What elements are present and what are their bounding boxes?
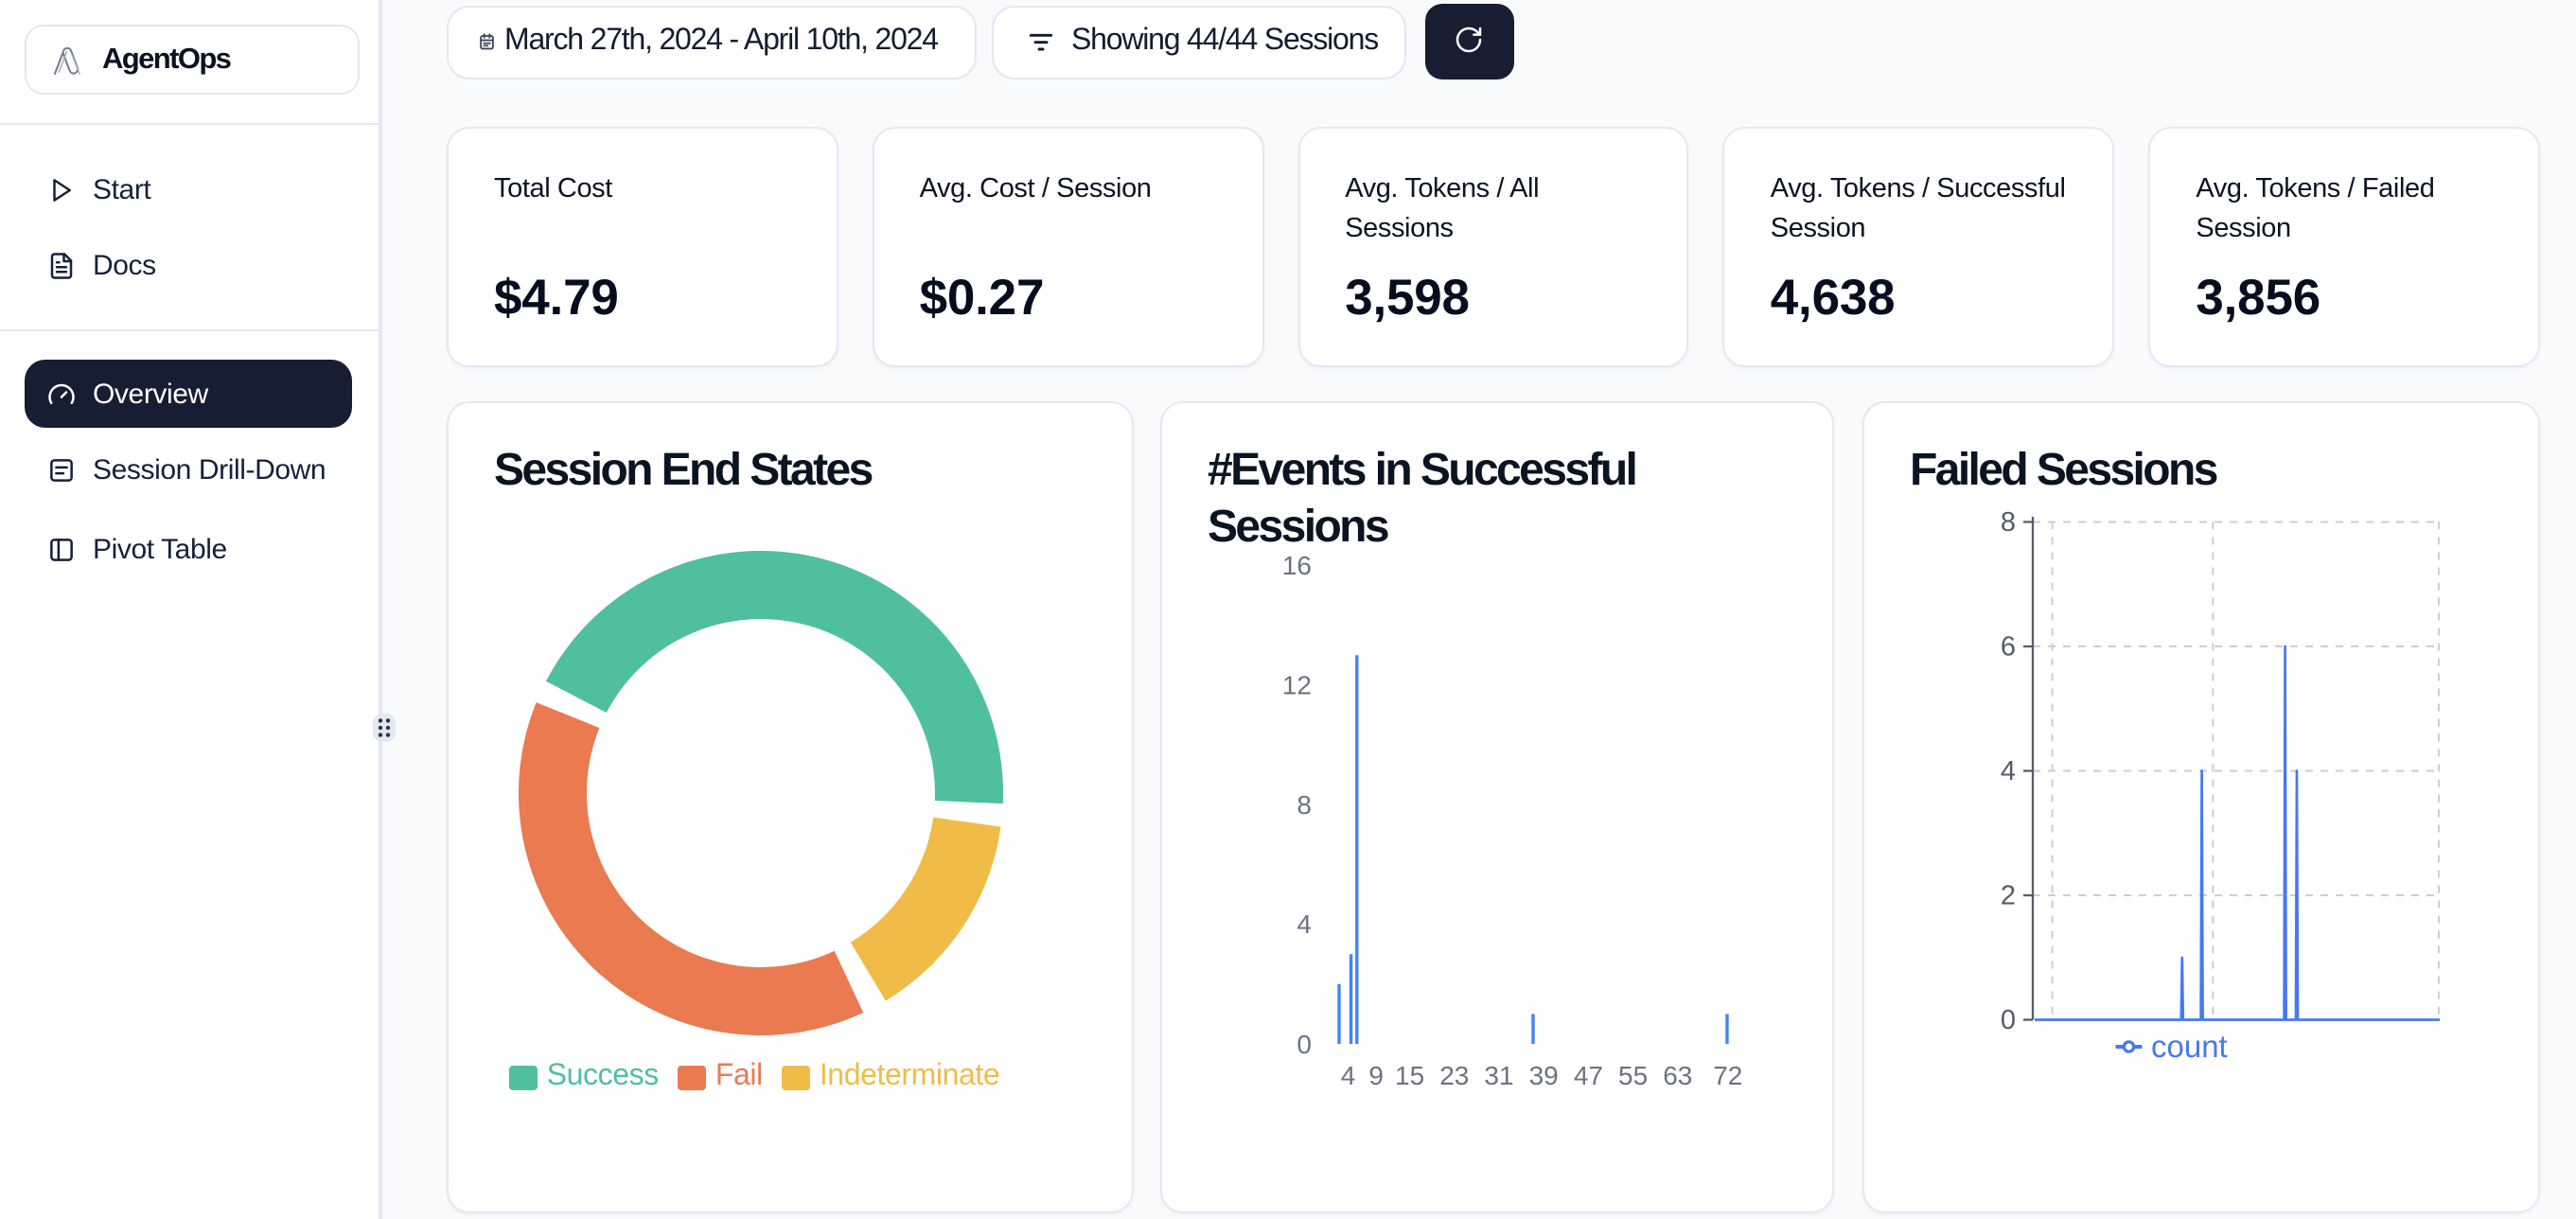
svg-text:4: 4 <box>1341 1061 1356 1090</box>
svg-text:4: 4 <box>1297 910 1312 939</box>
svg-text:count: count <box>2151 1029 2228 1064</box>
svg-text:31: 31 <box>1484 1061 1513 1090</box>
svg-text:8: 8 <box>1297 790 1312 820</box>
svg-text:0: 0 <box>2001 1005 2016 1035</box>
svg-text:72: 72 <box>1713 1061 1742 1090</box>
svg-text:55: 55 <box>1618 1061 1648 1090</box>
svg-text:8: 8 <box>2001 507 2016 538</box>
svg-text:16: 16 <box>1282 551 1312 580</box>
svg-text:0: 0 <box>1297 1030 1312 1059</box>
svg-text:23: 23 <box>1439 1061 1469 1090</box>
svg-text:15: 15 <box>1395 1061 1424 1090</box>
svg-text:47: 47 <box>1574 1061 1603 1090</box>
svg-text:63: 63 <box>1663 1061 1692 1090</box>
svg-text:9: 9 <box>1368 1061 1384 1090</box>
svg-text:12: 12 <box>1282 670 1312 699</box>
svg-text:39: 39 <box>1529 1061 1559 1090</box>
svg-text:2: 2 <box>2001 881 2016 911</box>
svg-text:4: 4 <box>2001 756 2016 786</box>
svg-text:6: 6 <box>2001 632 2016 662</box>
